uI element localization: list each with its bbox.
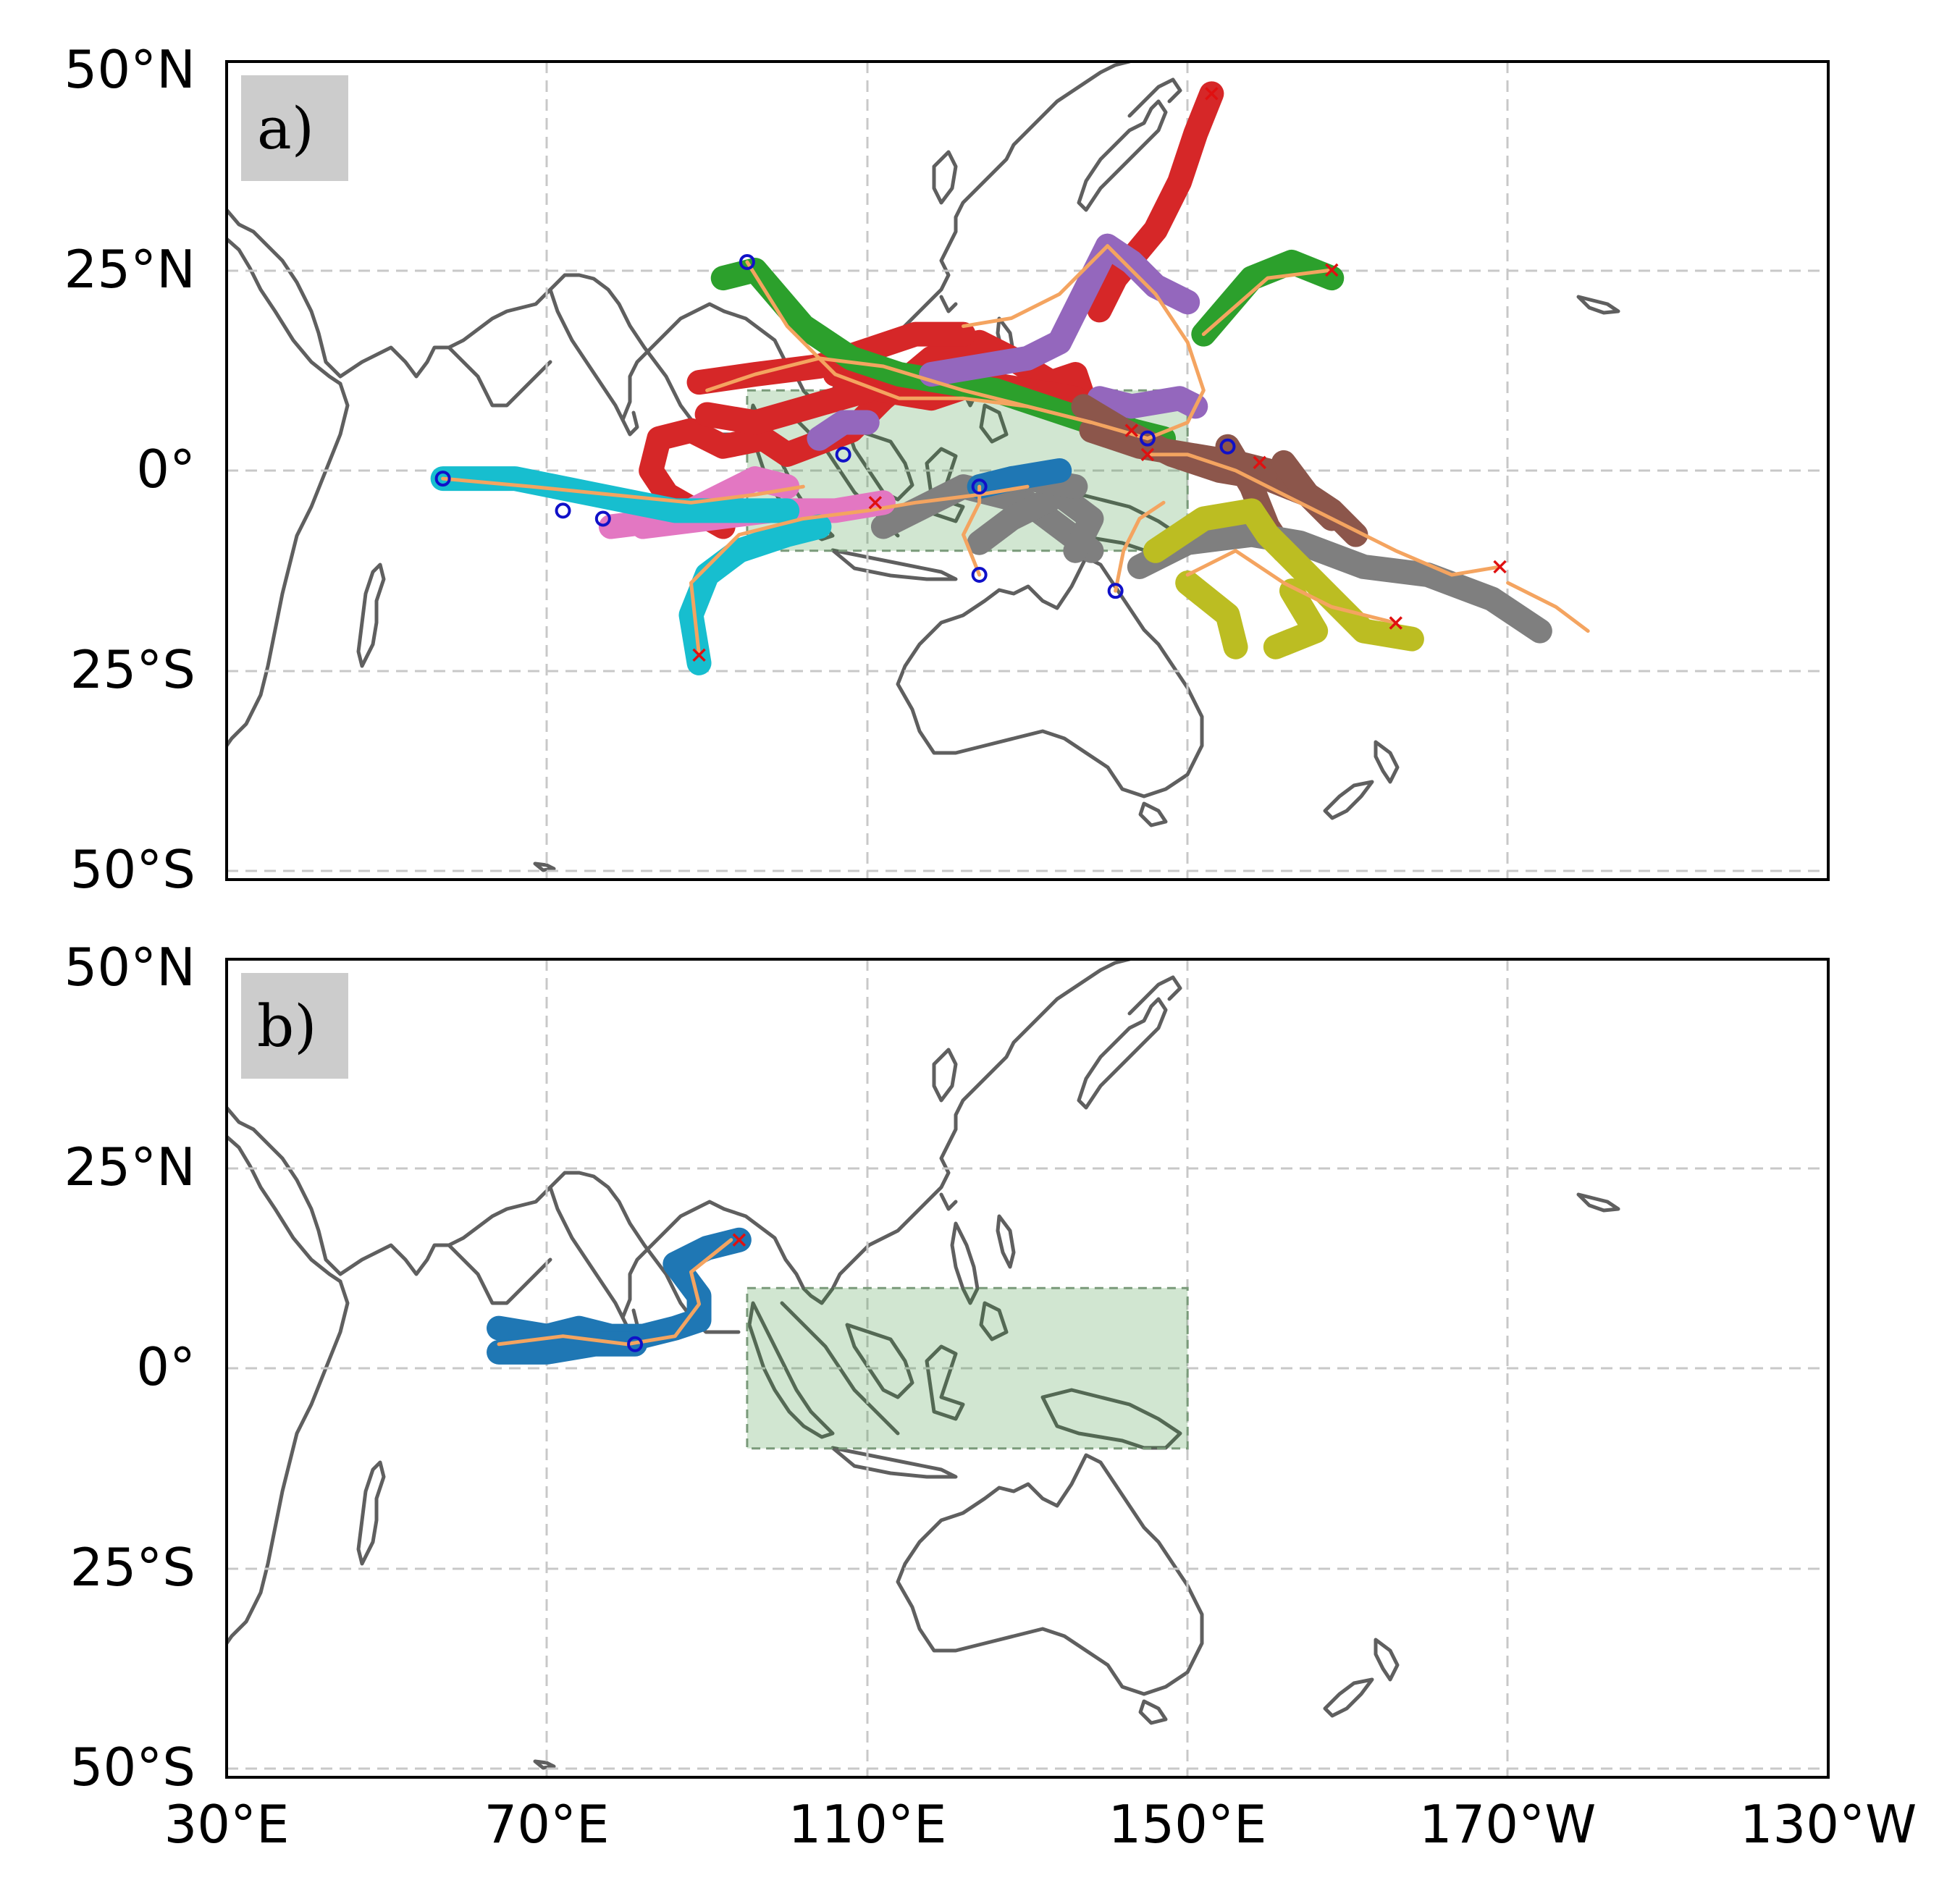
lon-ticks-b: 30°E 70°E 110°E 150°E 170°W 130°W — [164, 1794, 1917, 1855]
track-connector-line — [1506, 581, 1590, 633]
start-marker — [594, 510, 611, 527]
track-connector-line — [1145, 452, 1502, 577]
cyclone-track — [1143, 498, 1424, 652]
start-marker — [835, 446, 851, 463]
lat-ticks-b: 50°N 25°N 0° 25°S 50°S — [64, 937, 195, 1798]
cyclone-track — [694, 378, 880, 435]
panel-b-frame — [225, 958, 1830, 1779]
lat-tick-50n: 50°N — [64, 937, 195, 998]
cyclone-track — [1095, 233, 1200, 315]
panel-b: b) 50°N 25°N 0° 25°S 50°S 30°E 70°E 110°… — [64, 937, 1917, 1855]
track-connector-line — [962, 484, 982, 577]
track-connector-line — [441, 476, 805, 505]
panel-a-label: a) — [241, 75, 348, 181]
end-marker — [1140, 447, 1155, 462]
end-marker — [1493, 560, 1507, 574]
lat-ticks-a: 50°N 25°N 0° 25°S 50°S — [64, 39, 195, 900]
cyclone-track — [430, 466, 800, 523]
cyclone-track — [487, 1331, 648, 1365]
panel-a-label-text: a) — [257, 95, 314, 162]
track-connector-line — [689, 484, 1030, 657]
cyclone-track — [967, 458, 1072, 500]
lat-tick-0: 0° — [136, 1336, 195, 1397]
start-marker — [434, 471, 451, 487]
start-marker — [971, 567, 988, 583]
start-marker — [739, 253, 755, 270]
cyclone-track — [487, 1227, 752, 1349]
cyclone-track — [1087, 386, 1208, 419]
cyclone-track — [1175, 570, 1248, 660]
cyclone-track — [1191, 249, 1345, 347]
lat-tick-25n: 25°N — [64, 239, 195, 300]
start-marker — [1139, 430, 1156, 447]
end-marker — [732, 1233, 746, 1247]
panel-b-label-text: b) — [257, 993, 316, 1060]
lon-tick-130w: 130°W — [1740, 1794, 1917, 1855]
panel-a-frame — [225, 60, 1830, 881]
end-marker — [868, 496, 883, 510]
end-marker — [1389, 616, 1402, 630]
lat-tick-25s: 25°S — [70, 1537, 195, 1598]
lon-tick-150e: 150°E — [1109, 1794, 1267, 1855]
track-connector-line — [705, 356, 1093, 425]
cyclone-track — [1127, 522, 1552, 644]
lat-tick-50n: 50°N — [64, 39, 195, 100]
start-marker — [555, 502, 571, 519]
gridlines-b — [227, 959, 1828, 1777]
panel-a: a) 50°N 25°N 0° 25°S 50°S — [64, 39, 1830, 900]
region-box — [746, 1286, 1189, 1450]
lat-tick-50s: 50°S — [70, 839, 195, 900]
cyclone-track — [919, 233, 1120, 387]
start-marker — [971, 479, 988, 495]
cyclone-track — [870, 474, 1104, 563]
lat-tick-25s: 25°S — [70, 639, 195, 700]
track-connector-line — [497, 1238, 733, 1347]
track-connector-line — [1201, 268, 1334, 337]
track-connector-line — [1106, 244, 1206, 441]
lon-tick-70e: 70°E — [484, 1794, 609, 1855]
cyclone-track — [1271, 450, 1345, 531]
cyclone-track — [1087, 81, 1224, 323]
end-marker — [1325, 263, 1339, 277]
lon-tick-110e: 110°E — [788, 1794, 947, 1855]
cyclone-track — [678, 514, 832, 675]
lat-tick-25n: 25°N — [64, 1137, 195, 1197]
end-marker — [1253, 455, 1266, 470]
track-connector-line — [1185, 549, 1398, 625]
lon-tick-30e: 30°E — [164, 1794, 289, 1855]
end-marker — [1205, 87, 1219, 101]
track-connector-line — [962, 244, 1110, 329]
cyclone-track — [710, 258, 1104, 435]
tracks-layer — [487, 1227, 752, 1365]
tracks-layer — [430, 81, 1590, 675]
lat-tick-0: 0° — [136, 439, 195, 500]
track-connector-line — [1114, 500, 1166, 593]
panel-b-label: b) — [241, 973, 348, 1079]
end-marker — [692, 648, 706, 662]
end-marker — [1124, 424, 1139, 437]
lon-tick-170w: 170°W — [1419, 1794, 1597, 1855]
cyclone-track — [807, 410, 880, 451]
start-marker — [1107, 583, 1124, 599]
lat-tick-50s: 50°S — [70, 1737, 195, 1798]
start-marker — [1219, 438, 1236, 455]
start-marker — [627, 1336, 644, 1352]
cyclone-track — [1263, 578, 1329, 660]
